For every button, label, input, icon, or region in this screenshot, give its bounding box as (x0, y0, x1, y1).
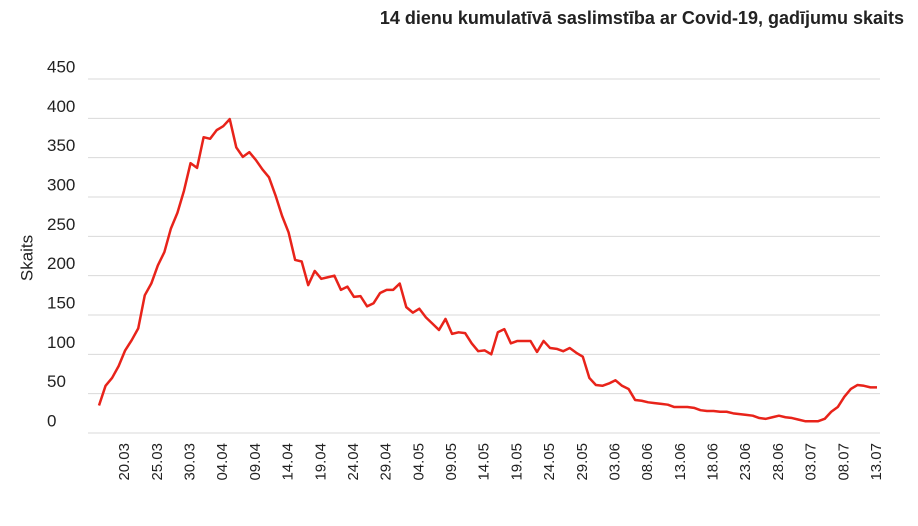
y-tick-label: 250 (47, 215, 75, 234)
x-tick-label: 19.04 (312, 443, 329, 481)
x-tick-label: 30.03 (181, 443, 198, 481)
x-tick-label: 09.04 (247, 443, 264, 481)
x-tick-label: 23.06 (737, 443, 754, 481)
x-tick-label: 08.06 (639, 443, 656, 481)
x-tick-label: 24.04 (345, 443, 362, 481)
y-tick-label: 350 (47, 136, 75, 155)
y-tick-label: 50 (47, 372, 66, 391)
data-line (97, 117, 877, 423)
y-tick-label: 300 (47, 175, 75, 194)
chart-title: 14 dienu kumulatīvā saslimstība ar Covid… (380, 8, 904, 28)
x-tick-label: 29.05 (574, 443, 591, 481)
y-tick-label: 200 (47, 254, 75, 273)
x-tick-label: 13.07 (868, 443, 885, 481)
y-tick-label: 450 (47, 57, 75, 76)
x-tick-label: 19.05 (508, 443, 525, 481)
x-tick-label: 04.04 (214, 443, 231, 481)
y-axis-title: Skaits (17, 235, 36, 281)
x-tick-label: 29.04 (378, 443, 395, 481)
x-tick-label: 20.03 (116, 443, 133, 481)
x-tick-label: 08.07 (835, 443, 852, 481)
x-tick-label: 28.06 (770, 443, 787, 481)
y-tick-label: 0 (47, 411, 56, 430)
x-tick-label: 25.03 (149, 443, 166, 481)
x-tick-label: 24.05 (541, 443, 558, 481)
x-tick-label: 18.06 (705, 443, 722, 481)
x-tick-label: 03.07 (803, 443, 820, 481)
y-tick-label: 150 (47, 293, 75, 312)
x-tick-label: 13.06 (672, 443, 689, 481)
x-tick-label: 03.06 (606, 443, 623, 481)
x-tick-label: 09.05 (443, 443, 460, 481)
y-tick-label: 400 (47, 97, 75, 116)
x-tick-label: 14.04 (280, 443, 297, 481)
y-tick-label: 100 (47, 333, 75, 352)
x-tick-label: 04.05 (410, 443, 427, 481)
x-tick-label: 14.05 (476, 443, 493, 481)
